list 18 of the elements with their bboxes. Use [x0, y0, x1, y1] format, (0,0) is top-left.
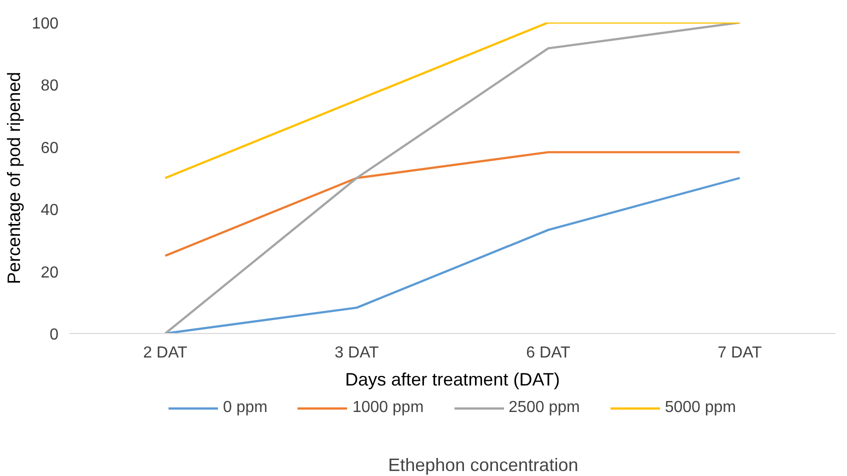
line-series	[164, 22, 741, 334]
x-tick-label: 7 DAT	[718, 344, 762, 362]
y-tick-label: 0	[50, 326, 59, 344]
y-tick-label: 40	[40, 202, 59, 220]
x-tick-label: 2 DAT	[143, 344, 188, 362]
y-tick-label: 80	[40, 78, 59, 95]
legend-title: Ethephon concentration	[388, 454, 578, 475]
x-tick-label: 6 DAT	[526, 344, 571, 362]
legend-label: 0 ppm	[223, 399, 268, 417]
x-axis-title: Days after treatment (DAT)	[345, 370, 560, 390]
y-tick-label: 20	[40, 264, 59, 282]
legend-label: 5000 ppm	[664, 399, 736, 417]
y-tick-label: 100	[32, 16, 59, 32]
y-axis-title: Percentage of pod ripened	[4, 72, 24, 284]
x-tick-label: 3 DAT	[334, 344, 380, 362]
y-tick-label: 60	[40, 140, 59, 157]
legend-label: 1000 ppm	[352, 399, 424, 417]
legend-label: 2500 ppm	[508, 399, 580, 417]
